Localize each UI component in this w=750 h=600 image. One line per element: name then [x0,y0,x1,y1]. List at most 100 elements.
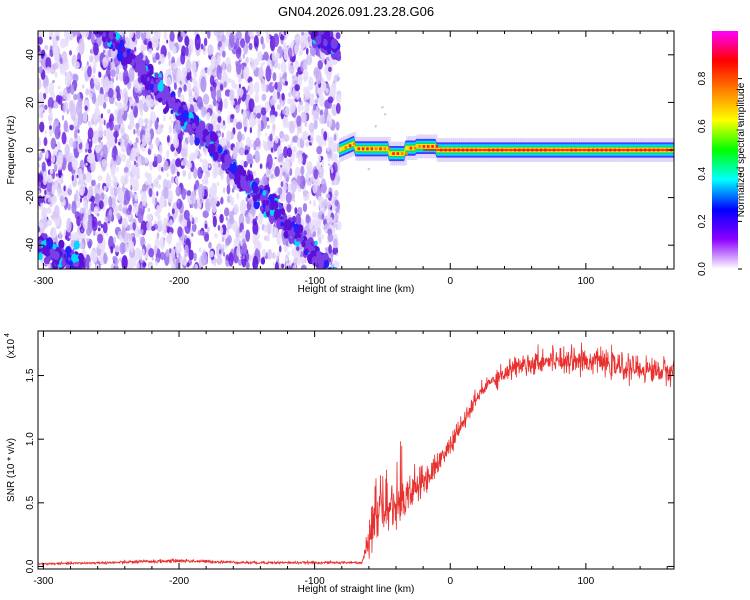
noise-speckle [92,247,96,252]
noise-speckle [181,31,186,38]
noise-speckle [85,237,90,242]
noise-speckle [62,87,68,100]
noise-speckle [218,72,222,81]
tone-peak [348,144,352,148]
noise-speckle [223,98,229,110]
noise-speckle [128,240,135,251]
noise-speckle [155,137,160,147]
noise-speckle [59,187,62,194]
noise-speckle [63,185,66,192]
noise-speckle [135,31,141,40]
snr-ytick-label: 1.5 [25,368,36,382]
chart-title: GN04.2026.091.23.28.G06 [278,4,434,19]
noise-speckle [137,229,141,235]
noise-speckle [113,154,117,162]
noise-speckle [68,235,71,239]
diagonal-band-dot [92,23,97,30]
noise-speckle [298,243,303,250]
noise-speckle [126,232,131,240]
noise-speckle [334,199,339,207]
diagonal-band-dot [97,13,102,21]
lower-band-dot [78,271,82,276]
diagonal-band-dot [87,12,90,17]
noise-speckle [171,208,175,215]
noise-speckle [139,107,142,113]
noise-speckle [132,192,135,196]
noise-speckle [149,161,153,171]
noise-speckle [219,84,224,91]
snr-ylabel: SNR (10 * v/v) [6,438,17,502]
diagonal-band-dot [328,270,334,278]
noise-speckle [49,31,54,37]
noise-speckle [166,39,169,44]
noise-speckle [138,234,141,240]
diagonal-band-dot [81,10,86,17]
lower-band-dot [75,270,82,281]
diagonal-band-dot [253,185,258,192]
noise-speckle [180,93,185,103]
noise-speckle [123,189,131,205]
diagonal-band-dot [88,24,92,30]
noise-speckle [197,60,200,65]
noise-speckle [312,103,317,111]
noise-speckle [322,206,327,214]
noise-speckle [193,216,199,223]
noise-speckle [93,78,100,86]
diagonal-band-dot [78,1,82,7]
noise-speckle [306,179,312,187]
noise-speckle [287,147,293,158]
noise-speckle [38,78,42,91]
tone-peak [353,142,356,146]
noise-speckle [210,61,216,70]
noise-speckle [121,255,128,269]
diagonal-band-dot [167,97,174,106]
diagonal-band-dot [327,257,332,263]
upper-band-dot [316,20,321,27]
noise-speckle [327,233,334,242]
noise-speckle [282,117,288,129]
noise-speckle [240,64,244,69]
diagonal-band-dot [86,15,90,20]
diagonal-band-dot [273,209,280,219]
noise-speckle [269,114,276,124]
diagonal-band-dot [72,0,77,3]
spectrogram-xtick-label: 100 [578,276,595,287]
noise-speckle [113,236,117,244]
noise-speckle [76,46,79,53]
diagonal-band-dot [255,193,260,199]
noise-speckle [146,213,153,223]
noise-speckle [333,238,338,248]
noise-speckle [197,38,200,44]
noise-speckle [75,194,79,202]
noise-speckle [91,92,97,104]
lower-band-dot [61,259,66,267]
noise-speckle [167,226,174,235]
noise-speckle [110,58,113,63]
lower-band-dot [65,245,72,257]
diagonal-band-dot [96,31,98,32]
noise-speckle [189,134,194,146]
noise-speckle [228,252,234,267]
noise-speckle [159,144,163,155]
noise-speckle [172,68,175,75]
noise-speckle [271,165,275,172]
noise-speckle [128,67,135,83]
upper-band [308,20,342,62]
noise-speckle [71,174,74,182]
lower-band-dot [79,272,84,280]
noise-speckle [141,191,147,207]
noise-speckle [149,173,152,177]
noise-speckle [276,104,281,111]
noise-speckle [175,185,182,197]
noise-speckle [289,99,296,114]
tone-peak [431,145,434,148]
upper-band-dot [319,23,322,28]
noise-speckle [216,124,221,132]
noise-speckle [202,45,206,52]
tone-peak [413,146,417,150]
diagonal-band-dot [94,21,98,26]
noise-speckle [212,81,217,88]
noise-speckle [49,111,53,119]
diagonal-band-dot [207,123,214,132]
stray-dot [367,167,371,171]
